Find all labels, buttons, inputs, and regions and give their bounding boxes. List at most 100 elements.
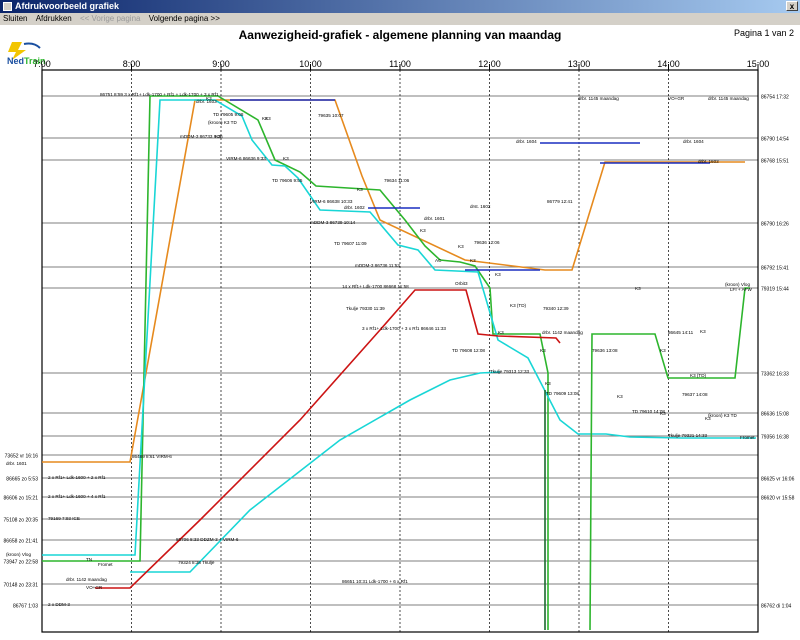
track-label-right: 79319 15:44 (761, 287, 789, 293)
train-label: Fromet (740, 435, 755, 440)
train-label: K3 (420, 228, 426, 233)
train-label: 79340 12:39 (543, 306, 569, 311)
train-label: drbr. 1142 maandag (66, 577, 107, 582)
page-info: Pagina 1 van 2 (733, 28, 794, 38)
train-label: K3 (635, 286, 641, 291)
train-label: 86651 10:31 Ldk-1700 + 6 x Rf1 (342, 579, 408, 584)
track-label-left: 86767 1:03 (13, 604, 38, 610)
close-window-button[interactable]: x (786, 1, 798, 11)
menu-next-page[interactable]: Volgende pagina >> (148, 14, 220, 23)
track-label-right: 86792 15:41 (761, 266, 789, 272)
track-label-right: 86768 15:51 (761, 159, 789, 165)
train-label: Tkulje 79321 14:33 (668, 433, 708, 438)
train-label: 79636 13:08 (592, 348, 618, 353)
track-label-right: 86620 vr 15:58 (761, 496, 795, 502)
occupancy-line-green (589, 287, 750, 631)
train-label: VO+GR (86, 585, 103, 590)
menu-prev-page[interactable]: << Vorige pagina (79, 14, 141, 23)
train-label: drbr. 1604 (683, 139, 704, 144)
train-label: drbr. 1601 (6, 461, 27, 466)
train-label: K3 (545, 381, 551, 386)
track-lines (42, 95, 758, 606)
train-label: K3 (540, 348, 546, 353)
train-label: K3 (470, 258, 476, 263)
track-label-left: 75108 zo 20:35 (4, 518, 39, 524)
train-label: drst. 1602 (470, 204, 491, 209)
train-label: (kroon) K3 TD (208, 120, 237, 125)
occupancy-line-cyan (42, 99, 756, 556)
train-label: TD 79606 9:55 (272, 178, 303, 183)
train-label: (kroon) Vlog (6, 552, 31, 557)
track-label-right: 86762 di 1:04 (761, 604, 792, 610)
train-label: drbr. 1602 (344, 205, 365, 210)
train-label: TD 79608 12:08 (452, 348, 485, 353)
train-label: Fromet (98, 562, 113, 567)
menubar: Sluiten Afdrukken << Vorige pagina Volge… (0, 13, 800, 25)
train-label: 3 x Rf1+ Ldk-1700 + 3 x Rf1 86646 11:33 (362, 326, 446, 331)
track-label-left: 73947 zo 22:58 (4, 560, 39, 566)
train-label: (kroon) K3 TD (708, 413, 737, 418)
train-label: 14 x Rf1+ Ldk-1700 86668 11:58 (342, 284, 409, 289)
train-label: K3 (262, 116, 268, 121)
page-title: Aanwezigheid-grafiek - algemene planning… (238, 28, 562, 42)
logo-text-train: Train (24, 56, 46, 66)
track-label-right: 86636 15:08 (761, 412, 789, 418)
train-label: drbr. 1603 (698, 159, 719, 164)
train-label: TD 79607 11:09 (334, 241, 367, 246)
window-title: Afdrukvoorbeeld grafiek (15, 1, 120, 11)
train-label: drbr. 1601 (424, 216, 445, 221)
occupancy-line-cyan (130, 371, 501, 573)
train-label: VO+GR (668, 96, 685, 101)
train-label: TD 79605 9:08 (213, 112, 244, 117)
track-label-left: 73652 vr 16:16 (5, 454, 39, 460)
menu-close[interactable]: Sluiten (3, 14, 28, 23)
train-label: drbr. 1603 (196, 99, 217, 104)
app-icon (3, 2, 12, 11)
train-label: K3 (283, 156, 289, 161)
train-label: (kroon) Vlog (725, 282, 750, 287)
track-label-left: 86665 zo 5:53 (6, 477, 38, 483)
train-label: 2 x Rf1+ Ldk-1600 + 2 x Rf1 (48, 475, 106, 480)
train-label: 86751 8:59 3 x Rf1+ Ldk-1700 + Rf1 + Ldk… (100, 92, 219, 97)
train-label: drbr. 1142 maandag (542, 330, 583, 335)
train-label: 79636 12:06 (474, 240, 500, 245)
train-label: 2 x Rf1+ Ldk-1600 + 4 x Rf1 (48, 494, 106, 499)
train-label: Tkulje 79330 11:39 (346, 306, 385, 311)
train-label: 79637 14:08 (682, 392, 708, 397)
track-label-right: 86790 14:54 (761, 137, 789, 143)
train-label: K3 (215, 134, 221, 139)
train-label: Orbit3 (455, 281, 468, 286)
nedtrain-logo-mark: Ned Train (7, 42, 46, 66)
train-label: 86779 12:41 (547, 199, 573, 204)
train-label: K3 (617, 394, 623, 399)
occupancy-bars (42, 95, 756, 631)
train-label: K3 (705, 416, 711, 421)
track-label-left: 86658 zo 21:41 (4, 539, 39, 545)
train-label: VIRM-6 86638 10:33 (310, 199, 353, 204)
train-label: 86645 14:11 (668, 330, 694, 335)
train-label: K3 (700, 329, 706, 334)
track-label-right: 86754 17:32 (761, 95, 789, 101)
menu-print[interactable]: Afdrukken (35, 14, 72, 23)
train-label: VIRM-6 86636 9:33 (226, 156, 266, 161)
train-label: Tkulje 79313 12:33 (490, 369, 530, 374)
train-label: K3 (498, 330, 504, 335)
train-label: drbr. 1145 maandag (578, 96, 619, 101)
train-label: AC (435, 258, 442, 263)
track-label-right: 86790 16:26 (761, 222, 789, 228)
occupancy-line-red (95, 289, 561, 589)
track-label-left: 86606 zo 15:21 (4, 496, 39, 502)
train-label: K3 (458, 244, 464, 249)
train-label: 86706 8:33 DDZM-3 + VIRM-6 (176, 537, 239, 542)
train-label: K3 (265, 116, 271, 121)
train-label: 79634 11:06 (384, 178, 410, 183)
train-label: 79169 7:93 ICE (48, 516, 80, 521)
train-label: 2 x DDM-3 (48, 602, 70, 607)
train-label: mDDM-3 86733 9:06 (180, 134, 223, 139)
train-label: K3 (495, 272, 501, 277)
logo-text-ned: Ned (7, 56, 24, 66)
occupancy-line-green (42, 95, 549, 630)
train-label: K3 (206, 96, 212, 101)
train-label: TD 79609 13:08 (546, 391, 579, 396)
